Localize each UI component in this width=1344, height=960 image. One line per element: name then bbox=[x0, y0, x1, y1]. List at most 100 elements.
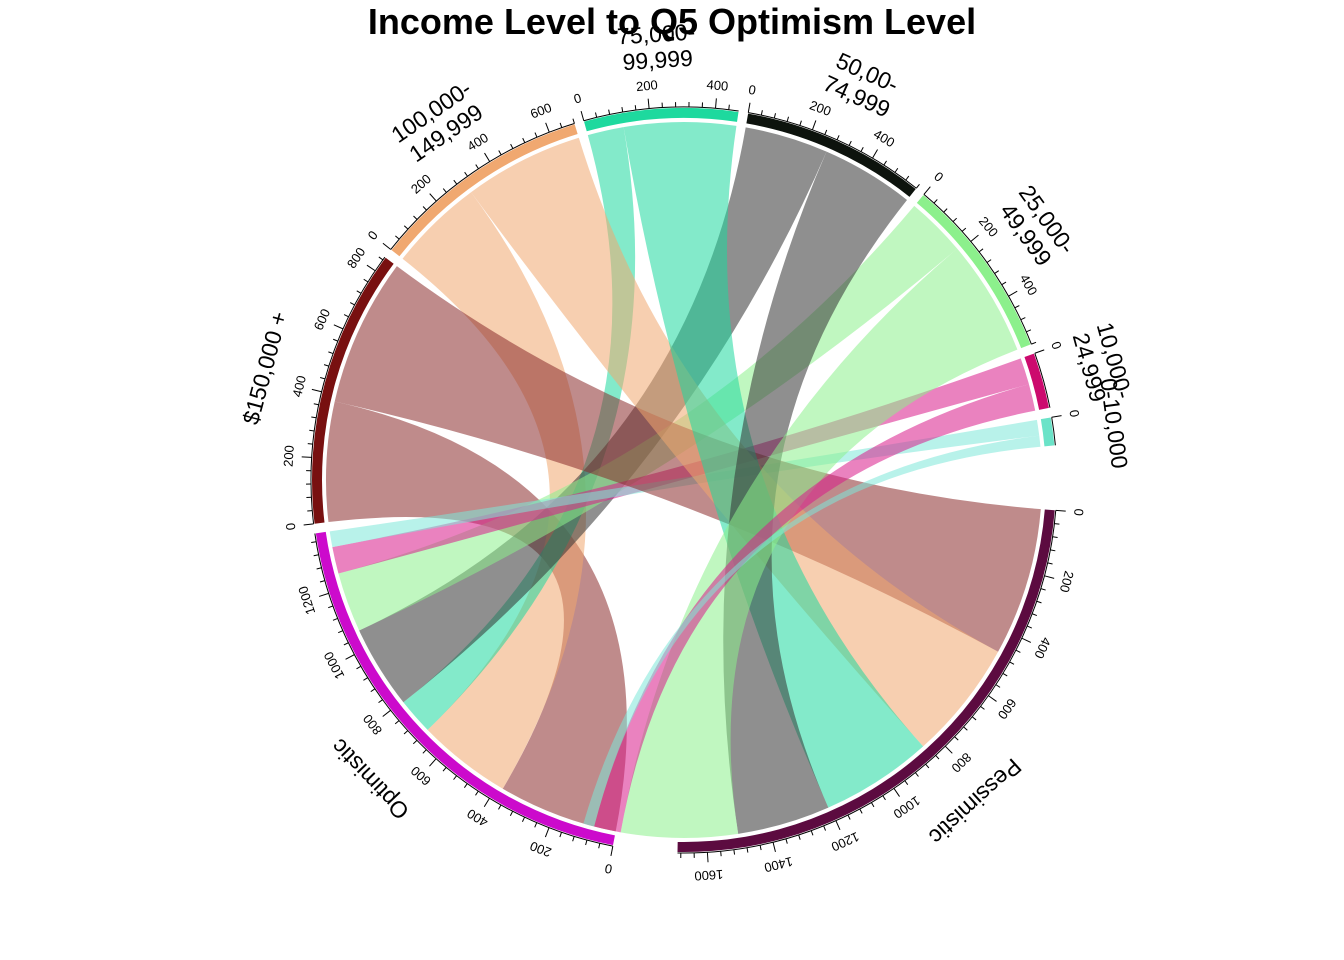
axis-tick bbox=[772, 842, 776, 853]
axis-tick bbox=[301, 456, 312, 458]
sector-track-0-10-000 bbox=[1040, 417, 1055, 447]
axis-tick bbox=[463, 783, 468, 788]
axis-tick bbox=[773, 113, 776, 119]
sector-label-150-000: $150,000 + bbox=[237, 309, 292, 428]
axis-tick bbox=[343, 314, 349, 318]
axis-tick bbox=[1044, 575, 1055, 579]
axis-tick bbox=[905, 175, 910, 181]
axis-tick bbox=[1051, 415, 1062, 418]
tick-label: 1000 bbox=[321, 649, 348, 682]
axis-tick bbox=[1047, 562, 1053, 565]
axis-tick bbox=[475, 790, 479, 796]
sector-label-text: 99,999 bbox=[622, 45, 694, 75]
tick-label: 800 bbox=[948, 750, 974, 776]
axis-tick bbox=[521, 816, 526, 822]
axis-tick bbox=[980, 705, 985, 710]
axis-tick bbox=[860, 146, 864, 152]
tick-label: 0 bbox=[747, 82, 757, 98]
tick-label: 800 bbox=[344, 245, 369, 271]
axis-tick bbox=[382, 709, 391, 717]
axis-tick bbox=[1021, 637, 1032, 643]
axis-tick bbox=[746, 847, 749, 853]
tick-label: 0 bbox=[283, 522, 299, 531]
tick-label: 0 bbox=[603, 861, 613, 877]
axis-tick bbox=[345, 654, 355, 660]
tick-label: 0 bbox=[931, 169, 946, 185]
axis-tick bbox=[824, 129, 828, 135]
axis-tick bbox=[715, 98, 717, 109]
axis-tick bbox=[356, 290, 362, 294]
axis-tick bbox=[422, 749, 427, 754]
axis-tick bbox=[1052, 536, 1058, 539]
axis-tick bbox=[785, 838, 788, 844]
axis-tick bbox=[403, 730, 409, 735]
link-optimistic-to-100-000-149-999 bbox=[402, 192, 587, 789]
axis-tick bbox=[316, 567, 322, 570]
axis-tick bbox=[848, 140, 852, 146]
axis-line-optimistic bbox=[314, 533, 613, 847]
axis-tick bbox=[378, 699, 383, 704]
tick-label: 400 bbox=[464, 806, 490, 830]
axis-tick bbox=[621, 107, 624, 113]
tick-label: 800 bbox=[360, 711, 385, 737]
axis-tick bbox=[786, 116, 790, 122]
axis-tick bbox=[328, 605, 334, 609]
axis-tick bbox=[994, 270, 1000, 274]
tick-label: 200 bbox=[281, 445, 297, 468]
axis-tick bbox=[1027, 625, 1033, 629]
axis-tick bbox=[1034, 349, 1045, 354]
sector-track-10-000-24-999 bbox=[1024, 353, 1049, 410]
link-pessimistic-to-75-000-99-999 bbox=[623, 121, 924, 808]
axis-tick bbox=[484, 152, 491, 162]
axis-tick bbox=[363, 677, 368, 681]
axis-tick bbox=[394, 720, 400, 725]
axis-tick bbox=[835, 820, 841, 831]
axis-tick bbox=[343, 642, 349, 646]
axis-tick bbox=[309, 429, 315, 432]
axis-tick bbox=[510, 143, 514, 149]
axis-tick bbox=[995, 684, 1001, 688]
tick-label: 400 bbox=[871, 126, 897, 150]
axis-tick bbox=[559, 122, 563, 128]
tick-label: 400 bbox=[1031, 635, 1054, 661]
axis-tick bbox=[971, 716, 977, 721]
tick-label: 400 bbox=[465, 130, 491, 154]
tick-label: 0 bbox=[365, 228, 381, 243]
axis-tick bbox=[464, 171, 468, 177]
axis-tick bbox=[904, 780, 909, 785]
sector-label-text: $150,000 + bbox=[237, 309, 292, 428]
axis-tick bbox=[303, 523, 314, 526]
tick-label: 0 bbox=[1048, 339, 1065, 351]
axis-tick bbox=[349, 302, 355, 306]
links-layer bbox=[325, 121, 1041, 838]
axis-tick bbox=[872, 149, 878, 159]
axis-tick bbox=[1014, 305, 1020, 309]
axis-tick bbox=[608, 109, 611, 115]
tick-label: 200 bbox=[976, 214, 1001, 240]
axis-tick bbox=[509, 811, 514, 816]
axis-tick bbox=[894, 167, 899, 173]
axis-tick bbox=[647, 98, 650, 109]
axis-tick bbox=[1040, 588, 1046, 591]
link-optimistic-to-150-000 bbox=[325, 401, 627, 832]
tick-label: 0 bbox=[1071, 508, 1087, 516]
axis-tick bbox=[313, 554, 319, 557]
sector-label-100-000-149-999: 100,000-149,999 bbox=[386, 75, 487, 167]
sector-track-50-00-74-999 bbox=[746, 113, 916, 197]
axis-tick bbox=[413, 215, 418, 220]
tick-label: 400 bbox=[1017, 272, 1041, 298]
axis-tick bbox=[498, 804, 502, 810]
tick-label: 400 bbox=[706, 77, 729, 94]
axis-tick bbox=[1026, 329, 1032, 333]
axis-tick bbox=[1031, 341, 1037, 345]
axis-tick bbox=[1008, 290, 1018, 297]
axis-tick bbox=[728, 104, 730, 110]
axis-tick bbox=[559, 832, 562, 838]
axis-tick bbox=[545, 122, 550, 133]
axis-tick bbox=[943, 208, 948, 213]
axis-tick bbox=[1009, 661, 1015, 665]
sector-label-pessimistic: Pessimistic bbox=[924, 753, 1027, 849]
tick-label: 1400 bbox=[763, 854, 795, 875]
tick-label: 0 bbox=[572, 90, 583, 106]
